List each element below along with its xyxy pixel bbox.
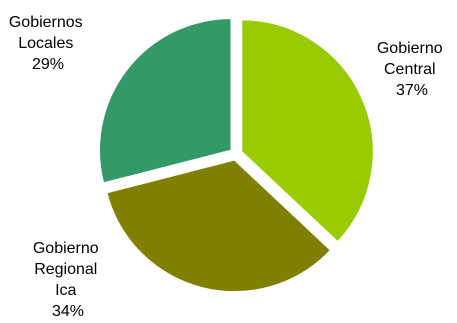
pie-slices [98, 17, 375, 293]
label-gobierno-regional-ica: Gobierno Regional Ica 34% [33, 240, 103, 320]
slice-gobierno-central [240, 18, 375, 244]
slice-gobierno-regional-ica [105, 158, 332, 293]
pie-labels: Gobierno Central 37% Gobierno Regional I… [9, 14, 447, 320]
label-gobierno-central: Gobierno Central 37% [377, 40, 447, 99]
label-gobiernos-locales: Gobiernos Locales 29% [9, 14, 87, 73]
slice-gobiernos-locales [98, 17, 233, 185]
